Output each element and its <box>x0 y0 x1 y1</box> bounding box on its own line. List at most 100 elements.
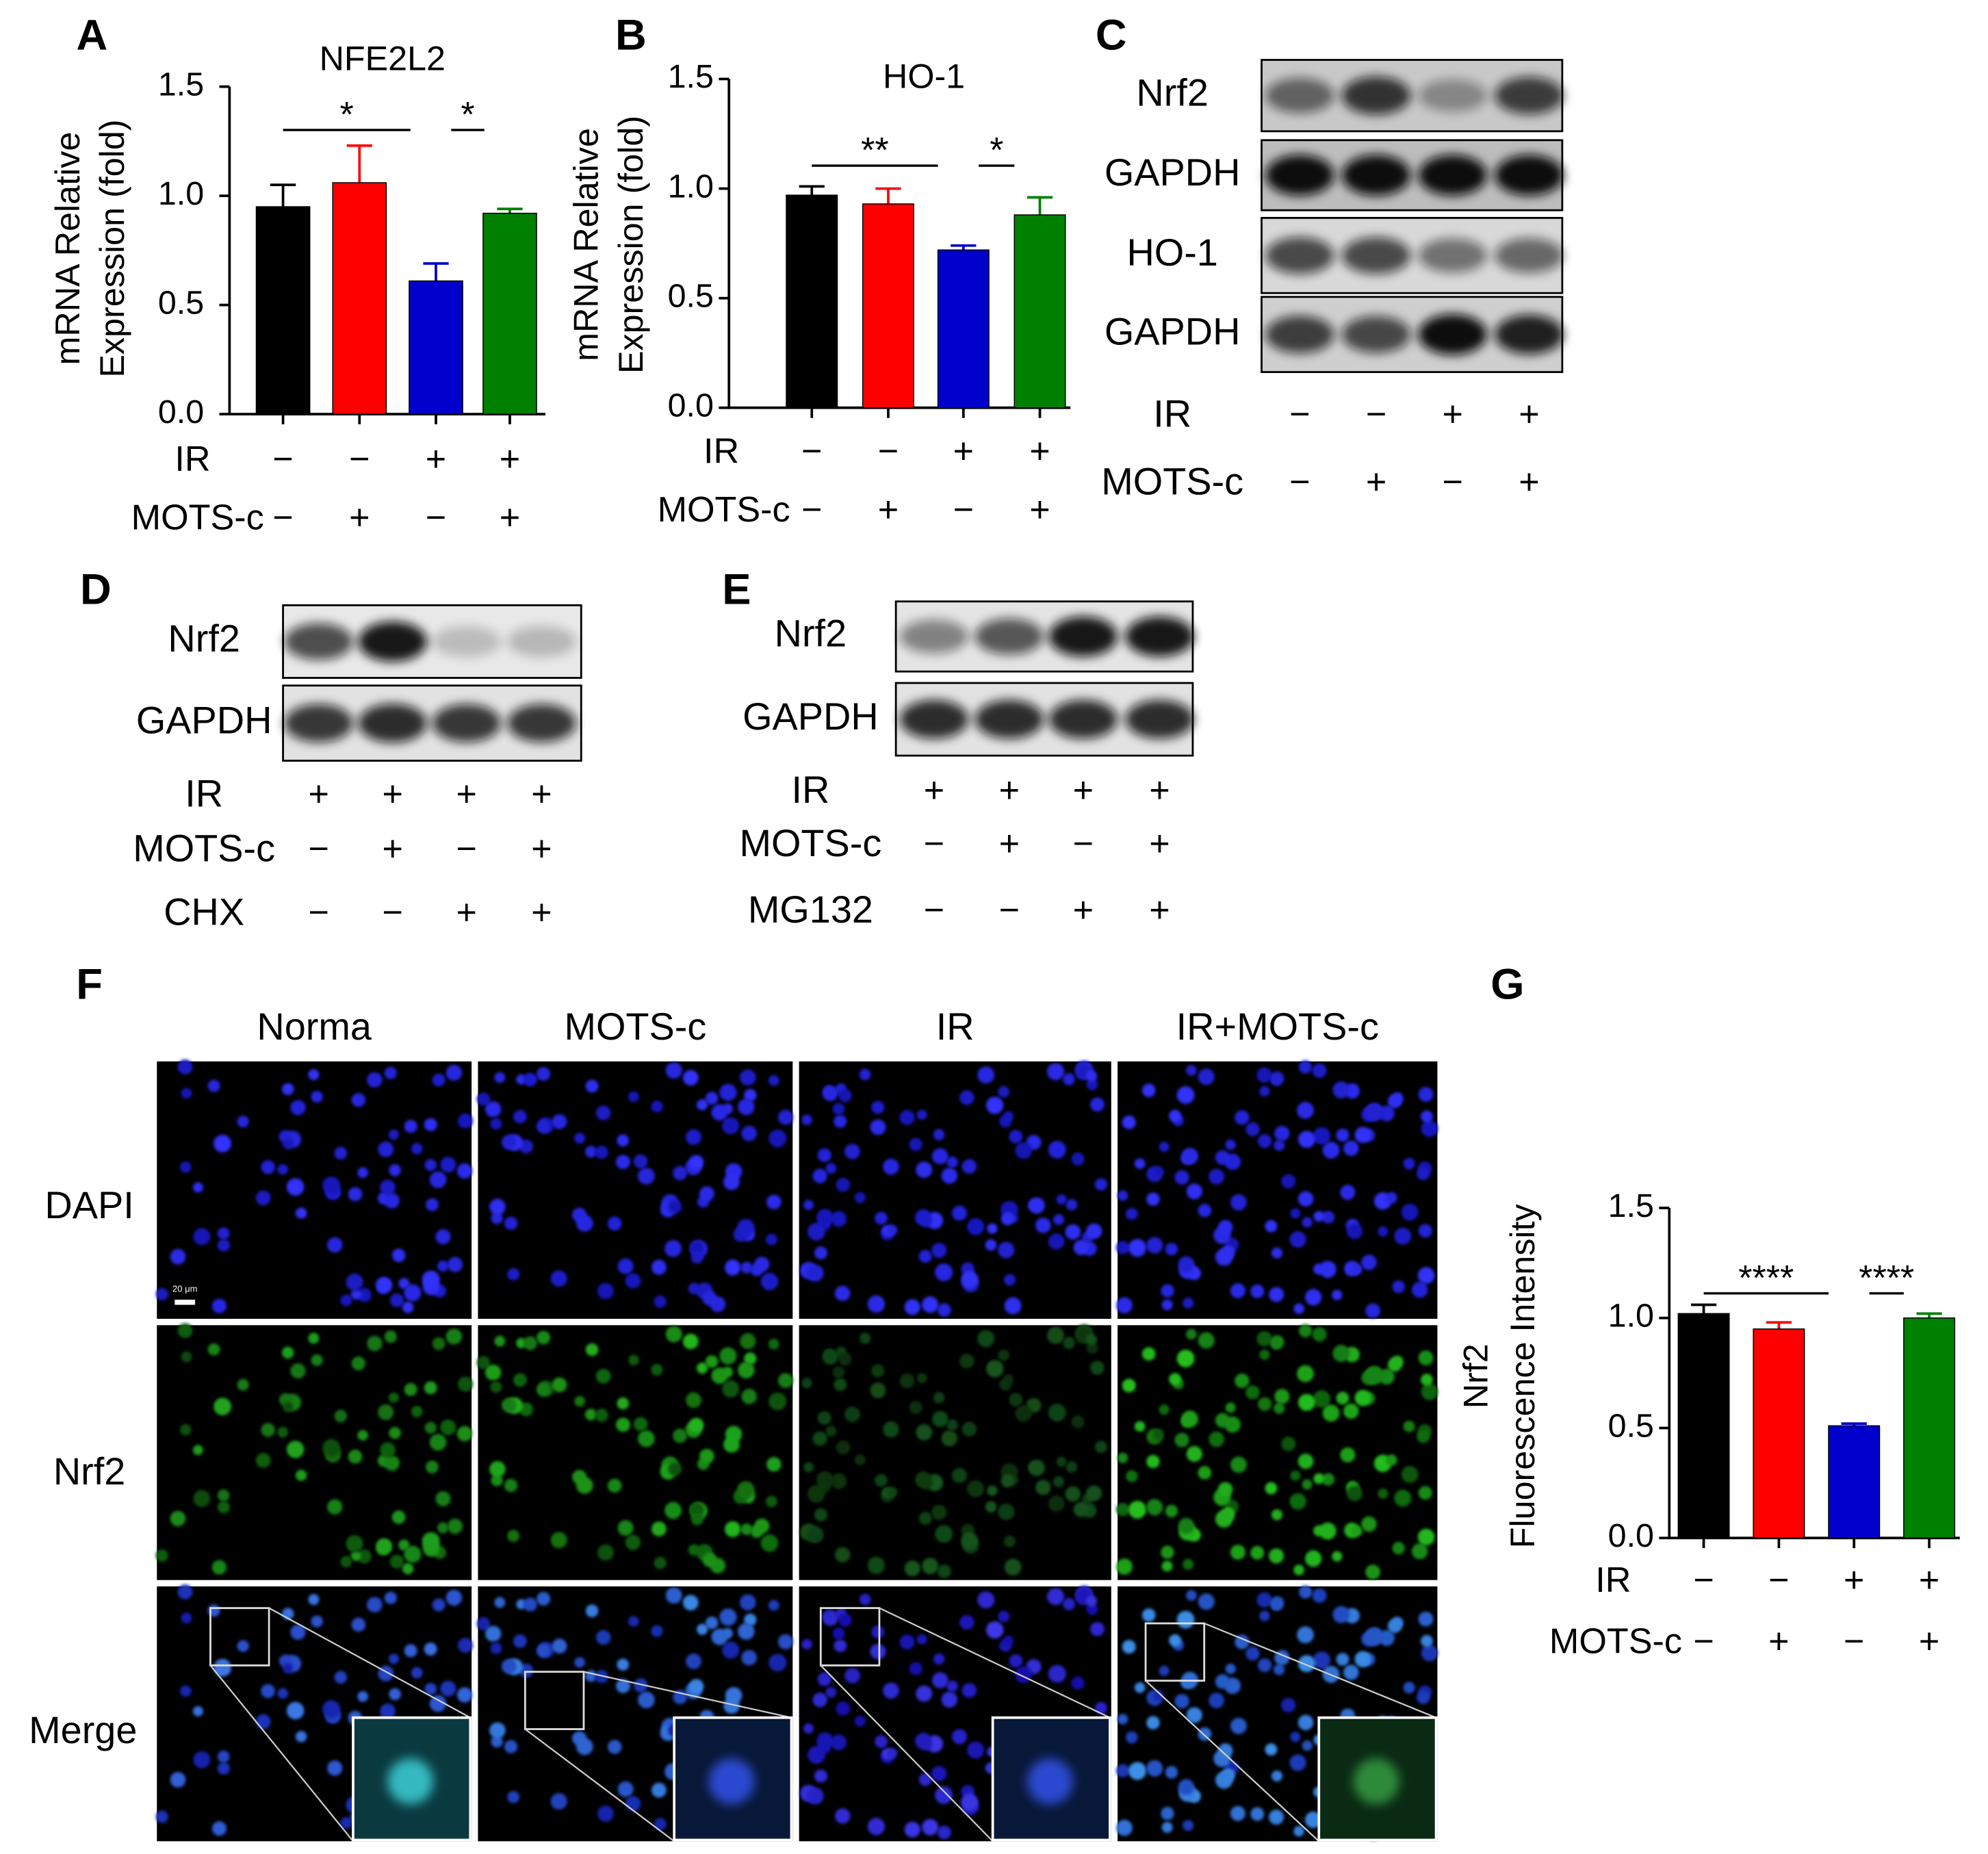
cell <box>446 1064 463 1081</box>
cell <box>1235 1634 1250 1649</box>
cell <box>1313 1651 1331 1669</box>
cell <box>1313 1390 1331 1408</box>
cell <box>967 1218 985 1235</box>
cell <box>814 1769 828 1783</box>
cell <box>1146 1192 1160 1206</box>
cell <box>875 1735 888 1749</box>
cell <box>1161 1807 1174 1820</box>
cell <box>1343 1403 1359 1419</box>
cell <box>697 1623 708 1635</box>
cell <box>959 1090 974 1105</box>
cell <box>378 1141 394 1157</box>
condition-mark: − <box>272 439 293 479</box>
cell <box>489 1722 506 1739</box>
row-label: Nrf2 <box>53 1450 126 1493</box>
cell <box>1183 1297 1194 1309</box>
cell <box>290 1100 306 1116</box>
cell <box>1271 1074 1282 1086</box>
cell <box>1417 1528 1435 1546</box>
cell <box>834 1547 851 1563</box>
cell <box>985 1501 997 1513</box>
condition-name: MOTS-c <box>131 498 264 537</box>
y-tick-label: 1.0 <box>1608 1298 1654 1335</box>
cell <box>1209 1168 1225 1185</box>
cell <box>1115 1502 1130 1517</box>
cell <box>1003 1374 1014 1385</box>
cell <box>766 1456 782 1472</box>
cell <box>595 1408 608 1422</box>
cell <box>1293 1303 1304 1315</box>
cell <box>1126 1731 1138 1744</box>
cell <box>711 1367 728 1385</box>
condition-mark: − <box>924 890 944 930</box>
cell <box>844 1668 860 1684</box>
cell <box>768 1339 779 1350</box>
cell <box>740 1523 753 1536</box>
cell <box>1004 1297 1022 1315</box>
cell <box>1230 1283 1245 1298</box>
cell <box>883 1682 899 1699</box>
cell <box>854 1454 866 1466</box>
inset-lines <box>1145 1622 1436 1842</box>
condition-mark: + <box>456 774 476 814</box>
cell <box>1198 1727 1212 1741</box>
cell <box>769 1129 787 1148</box>
cell <box>1269 1287 1285 1302</box>
cell <box>1003 1635 1014 1646</box>
condition-name: IR <box>1595 1560 1631 1600</box>
cell <box>1165 1243 1178 1256</box>
cell <box>1235 1373 1250 1389</box>
cell <box>1365 1565 1380 1580</box>
cell <box>346 1534 363 1553</box>
y-axis-label: Expression (fold) <box>92 119 131 377</box>
cell <box>711 1104 728 1121</box>
cell <box>437 1522 449 1534</box>
cell <box>1245 1122 1260 1137</box>
cell <box>744 1352 757 1365</box>
cell <box>404 1382 417 1396</box>
cell <box>1071 1415 1085 1429</box>
inset-lines <box>209 1607 471 1842</box>
bar <box>409 280 463 415</box>
cell <box>836 1701 851 1716</box>
cell <box>665 1062 682 1079</box>
inset-box <box>209 1607 270 1666</box>
cell <box>367 1072 383 1088</box>
cell <box>777 1109 793 1125</box>
cell <box>1289 1754 1306 1771</box>
cell <box>1181 1411 1198 1428</box>
cell <box>411 1666 423 1679</box>
cell <box>987 1223 998 1234</box>
bar <box>1677 1313 1730 1539</box>
cell <box>351 1617 366 1632</box>
cell <box>812 1431 827 1446</box>
cell <box>334 1146 348 1160</box>
cell <box>340 1294 352 1306</box>
cell <box>1387 1357 1402 1372</box>
error-bar <box>1916 1312 1942 1318</box>
cell <box>817 1672 831 1686</box>
cell <box>1056 1194 1067 1205</box>
cell <box>625 1534 641 1550</box>
cell <box>871 1364 885 1378</box>
bar <box>255 206 311 415</box>
cell <box>217 1489 230 1502</box>
cell <box>1336 1653 1350 1666</box>
cell <box>1146 1760 1163 1777</box>
blot-band <box>1265 237 1334 274</box>
cell <box>883 1421 899 1438</box>
scale-bar <box>175 1300 196 1305</box>
cell <box>424 1421 437 1434</box>
cell <box>808 1484 825 1503</box>
cell <box>322 1700 341 1718</box>
cell <box>1386 1192 1397 1204</box>
cell <box>768 1074 779 1086</box>
cell <box>812 1692 827 1708</box>
cell <box>1265 1482 1278 1495</box>
condition-name: CHX <box>164 890 244 934</box>
cell <box>485 1101 502 1118</box>
error-bar <box>346 144 372 183</box>
cell <box>1169 1634 1182 1647</box>
cell <box>1289 1493 1306 1510</box>
cell <box>823 1349 834 1361</box>
